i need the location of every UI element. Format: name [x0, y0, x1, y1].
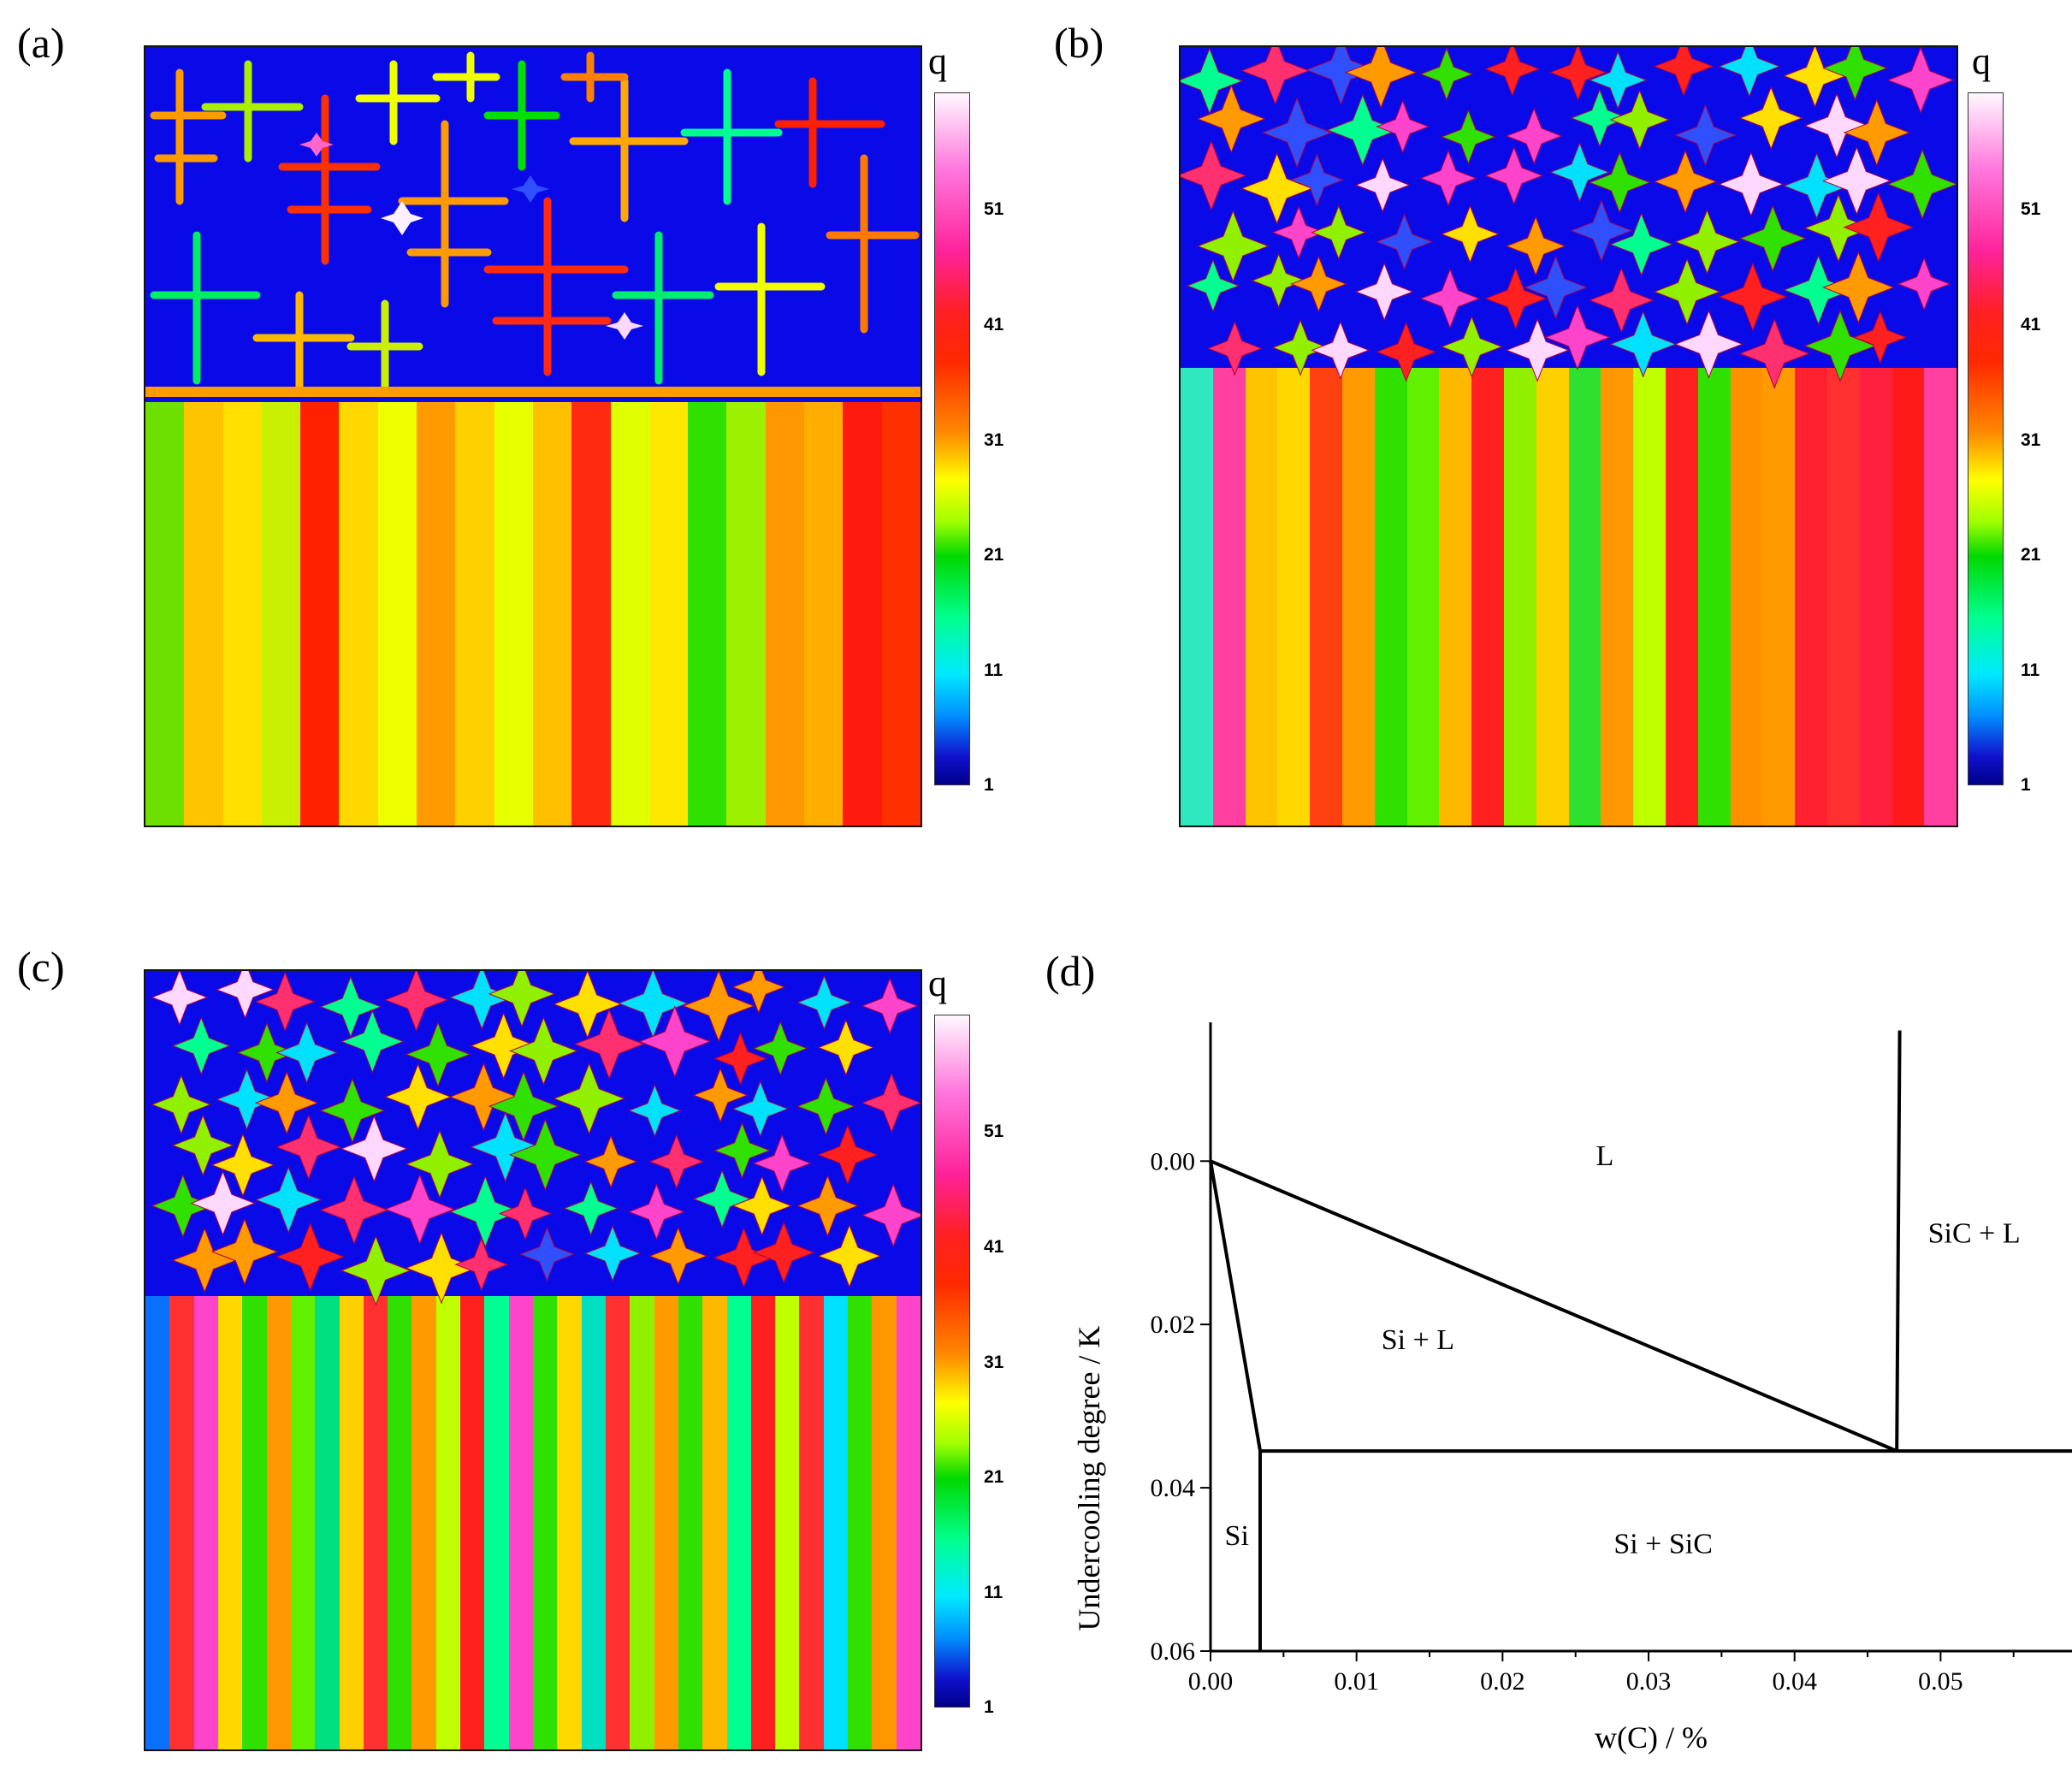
colorbar-tick: 51 — [984, 199, 1004, 219]
colorbar-c — [934, 1015, 970, 1708]
colorbar-tick: 1 — [984, 1697, 994, 1717]
colorbar-tick: 51 — [2021, 199, 2041, 219]
phase-diagram-chart: 0.00 0.01 0.02 0.03 0.04 0.05 0.00 0.02 0.04 0.06… — [1072, 1022, 2072, 1755]
microstructure-plot-a — [144, 45, 922, 827]
phase-line-solidus-Si — [1209, 1160, 1263, 1452]
colorbar-tick: 1 — [2021, 775, 2031, 795]
colorbar-title-b: q — [1972, 40, 1991, 82]
x-tick-label: 0.01 — [1334, 1667, 1379, 1696]
y-tick-label: 0.00 — [1151, 1147, 1196, 1175]
colorbar-tick: 11 — [984, 660, 1003, 680]
colorbar-tick: 41 — [984, 315, 1004, 334]
region-label: Si + SiC — [1613, 1528, 1713, 1560]
colorbar-tick: 21 — [984, 1467, 1004, 1487]
panel-label-d: (d) — [1045, 947, 1096, 995]
colorbar-title-a: q — [928, 40, 947, 82]
microstructure-plot-b — [1179, 45, 1958, 827]
colorbar-tick: 41 — [984, 1237, 1004, 1257]
phase-line-liquidus-L — [1210, 1159, 1897, 1453]
x-axis-label: w(C) / % — [1595, 1720, 1708, 1755]
x-tick-label: 0.03 — [1626, 1667, 1672, 1696]
colorbar-tick: 31 — [2021, 430, 2041, 450]
phase-region-labels: L SiC + L Si + L Si Si + SiC — [1225, 1140, 2021, 1560]
region-label: SiC + L — [1928, 1218, 2021, 1250]
colorbar-tick: 31 — [984, 430, 1004, 450]
phase-diagram-axes: 0.00 0.01 0.02 0.03 0.04 0.05 0.00 0.02 0.04 0.06 — [1151, 1022, 2072, 1696]
region-label: L — [1595, 1140, 1613, 1172]
y-tick-label: 0.06 — [1151, 1637, 1196, 1666]
colorbar-b — [1968, 92, 2004, 785]
x-tick-label: 0.00 — [1188, 1667, 1234, 1696]
panel-label-b: (b) — [1054, 19, 1104, 67]
phase-line-SiC-boundary — [1895, 1030, 1902, 1452]
colorbar-title-c: q — [928, 962, 947, 1004]
dendrite-region-a — [150, 51, 920, 394]
y-tick-label: 0.04 — [1151, 1474, 1196, 1502]
colorbar-a — [934, 92, 970, 785]
y-tick-label: 0.02 — [1151, 1311, 1196, 1339]
y-axis-label: Undercooling degree / K — [1072, 1326, 1106, 1631]
colorbar-tick: 31 — [984, 1353, 1004, 1372]
colorbar-tick: 1 — [984, 775, 994, 795]
x-tick-label: 0.02 — [1480, 1667, 1525, 1696]
x-tick-label: 0.04 — [1772, 1667, 1817, 1696]
dendrite-region-c — [151, 971, 921, 1306]
x-tick-label: 0.05 — [1918, 1667, 1963, 1696]
dendrite-region-b — [1181, 47, 1957, 389]
colorbar-tick: 41 — [2021, 315, 2041, 334]
panel-label-a: (a) — [17, 19, 65, 67]
colorbar-tick: 21 — [984, 545, 1004, 565]
phase-boundaries — [1209, 1030, 2072, 1651]
colorbar-tick: 21 — [2021, 545, 2041, 565]
colorbar-tick: 11 — [984, 1583, 1003, 1602]
colorbar-tick: 51 — [984, 1122, 1004, 1141]
microstructure-plot-c — [144, 969, 922, 1751]
colorbar-tick: 11 — [2021, 660, 2040, 680]
region-label: Si — [1225, 1520, 1249, 1552]
panel-label-c: (c) — [17, 943, 65, 991]
region-label: Si + L — [1382, 1324, 1454, 1356]
